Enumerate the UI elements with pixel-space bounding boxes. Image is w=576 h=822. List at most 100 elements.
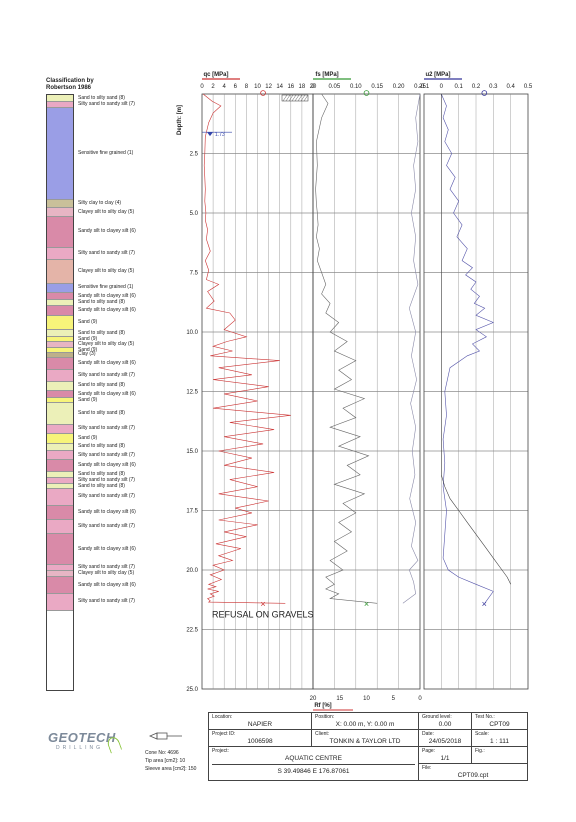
soil-layer bbox=[47, 434, 73, 444]
rf-tick-label: 15 bbox=[336, 696, 343, 702]
rf-tick-label: 10 bbox=[363, 696, 370, 702]
hatch-box bbox=[281, 94, 309, 102]
soil-layer bbox=[47, 259, 73, 284]
x-tick-label: -0.1 bbox=[419, 84, 430, 90]
depth-tick-label: 5.0 bbox=[190, 211, 199, 217]
soil-layer bbox=[47, 472, 73, 479]
soil-layer-label: Clayey silt to silty clay (5) bbox=[78, 341, 135, 348]
soil-layer-label: Silty sand to sandy silt (7) bbox=[78, 371, 135, 378]
soil-layer bbox=[47, 330, 73, 338]
hatch-line bbox=[303, 94, 309, 102]
soil-layer bbox=[47, 398, 73, 404]
position-value: X: 0.00 m, Y: 0.00 m bbox=[335, 721, 395, 728]
location-value: NAPIER bbox=[247, 721, 273, 728]
soil-layer bbox=[47, 478, 73, 485]
soil-layer-label: Clayey silt to silty clay (5) bbox=[78, 267, 135, 274]
soil-layer bbox=[47, 208, 73, 217]
project-value: AQUATIC CENTRE bbox=[285, 755, 342, 762]
soil-layer-label: Silty clay to clay (4) bbox=[78, 200, 122, 207]
hatch-line bbox=[285, 94, 291, 102]
soil-layer bbox=[47, 352, 73, 358]
depth-axis-label: Depth: [m] bbox=[177, 105, 183, 135]
soil-layer-label: Sand to silty sand (8) bbox=[78, 94, 125, 101]
refusal-annotation: REFUSAL ON GRAVELS bbox=[212, 610, 314, 620]
soil-layer bbox=[47, 300, 73, 307]
series-line bbox=[441, 93, 495, 604]
classification-column bbox=[46, 94, 74, 691]
x-tick-label: 14 bbox=[276, 84, 283, 90]
page-key: Page: bbox=[422, 748, 436, 754]
soil-layer-label: Sandy silt to clayey silt (6) bbox=[78, 508, 136, 515]
x-tick-label: 8 bbox=[245, 84, 249, 90]
rf-tick-label: 20 bbox=[310, 696, 317, 702]
date-value: 24/05/2018 bbox=[428, 738, 462, 745]
info-table: Location: NAPIER Position: X: 0.00 m, Y: 0… bbox=[208, 712, 528, 781]
x-tick-label: 0.1 bbox=[454, 84, 463, 90]
chart-title: u2 [MPa] bbox=[425, 72, 450, 78]
soil-layer bbox=[47, 315, 73, 331]
soil-layer-label: Sensitive fine grained (1) bbox=[78, 150, 134, 157]
soil-layer bbox=[47, 534, 73, 566]
hatch-line bbox=[288, 94, 294, 102]
marker-circle bbox=[363, 90, 370, 96]
soil-layer bbox=[47, 342, 73, 349]
x-tick-label: 10 bbox=[254, 84, 261, 90]
depth-tick-label: 17.5 bbox=[186, 509, 198, 515]
soil-layer-label: Silty sand to sandy silt (7) bbox=[78, 493, 135, 500]
soil-layer-label: Silty sand to sandy silt (7) bbox=[78, 598, 135, 605]
soil-layer bbox=[47, 247, 73, 260]
soil-layer bbox=[47, 95, 73, 103]
rf-tick-label: 0 bbox=[418, 696, 422, 702]
ground-level-value: 0.00 bbox=[438, 721, 452, 728]
soil-layer-label: Sandy silt to clayey silt (6) bbox=[78, 545, 136, 552]
refusal-marker: × bbox=[364, 599, 369, 609]
soil-layer-label: Silty sand to sandy silt (7) bbox=[78, 477, 135, 484]
page-value: 1/1 bbox=[440, 755, 450, 762]
x-tick-label: 4 bbox=[223, 84, 227, 90]
hatch-line bbox=[297, 94, 303, 102]
soil-layer bbox=[47, 357, 73, 370]
x-tick-label: 0.05 bbox=[329, 84, 341, 90]
soil-layer-label: Sandy silt to clayey silt (6) bbox=[78, 307, 136, 314]
hatch-line bbox=[294, 94, 300, 102]
x-tick-label: 0 bbox=[311, 84, 315, 90]
depth-tick-label: 25.0 bbox=[186, 687, 198, 693]
soil-layer-label: Silty sand to sandy silt (7) bbox=[78, 451, 135, 458]
chart-title: qc [MPa] bbox=[203, 72, 228, 78]
soil-layer bbox=[47, 306, 73, 316]
project-id-value: 1006598 bbox=[247, 738, 273, 745]
soil-layer bbox=[47, 337, 73, 343]
soil-layer-label: Sand (9) bbox=[78, 319, 98, 326]
x-tick-label: 18 bbox=[299, 84, 306, 90]
x-tick-label: 0.15 bbox=[371, 84, 383, 90]
soil-layer bbox=[47, 450, 73, 461]
soil-layer-label: Sand to silty sand (8) bbox=[78, 443, 125, 450]
soil-layer-label: Sand to silty sand (8) bbox=[78, 482, 125, 489]
soil-layer bbox=[47, 381, 73, 392]
soil-layer-label: Clay (3) bbox=[78, 351, 96, 358]
location-key: Location: bbox=[212, 714, 233, 720]
x-tick-label: 0 bbox=[440, 84, 444, 90]
soil-layer bbox=[47, 489, 73, 506]
soil-layer bbox=[47, 424, 73, 435]
soil-layer bbox=[47, 443, 73, 451]
soil-layer-label: Sand to silty sand (8) bbox=[78, 409, 125, 416]
soil-layer-label: Sand (9) bbox=[78, 346, 98, 353]
soil-layer bbox=[47, 293, 73, 301]
soil-layer-label: Sandy silt to clayey silt (6) bbox=[78, 292, 136, 299]
hatch-line bbox=[291, 94, 297, 102]
rf-axis-label: Rf [%] bbox=[314, 703, 331, 709]
soil-layer-label: Sand (9) bbox=[78, 396, 98, 403]
refusal-marker: × bbox=[482, 599, 487, 609]
chart-title: fs [MPa] bbox=[315, 72, 338, 78]
series-line bbox=[315, 93, 378, 604]
tip-area: Tip area [cm2]: 10 bbox=[145, 758, 186, 764]
soil-layer bbox=[47, 348, 73, 353]
soil-layer bbox=[47, 594, 73, 611]
soil-layer bbox=[47, 102, 73, 109]
hatch-line bbox=[282, 94, 288, 102]
soil-layer bbox=[47, 460, 73, 473]
scale-value: 1 : 111 bbox=[490, 738, 509, 745]
ground-level-key: Ground level: bbox=[422, 714, 452, 720]
depth-tick-label: 7.5 bbox=[190, 271, 199, 277]
